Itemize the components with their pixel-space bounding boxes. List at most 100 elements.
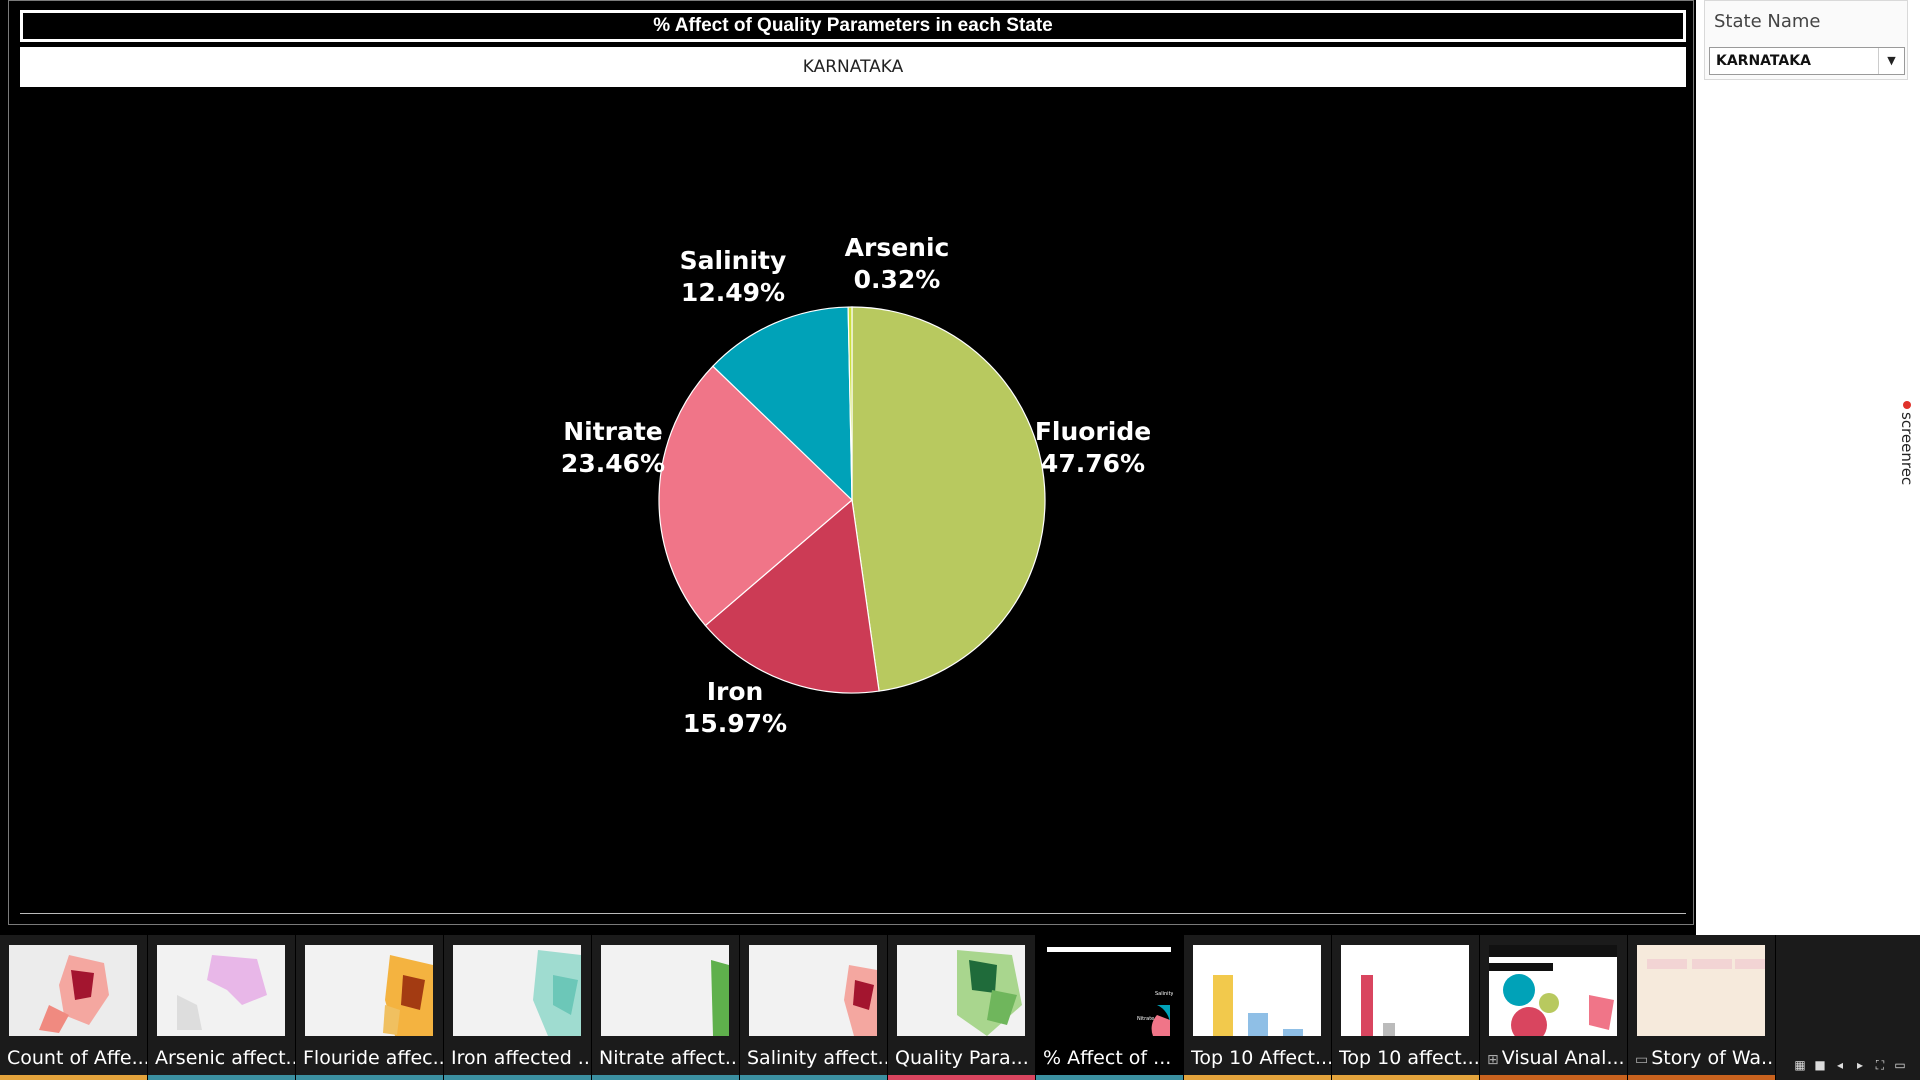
sheet-tab[interactable]: Salinity affect...	[740, 935, 888, 1080]
tab-label: Top 10 affect...	[1339, 1047, 1479, 1069]
tab-color-strip	[1332, 1075, 1479, 1080]
pie-slice-iron[interactable]	[704, 498, 880, 694]
sheet-tab[interactable]: Count of Affe...	[0, 935, 148, 1080]
tab-label-text: Count of Affe...	[7, 1047, 147, 1069]
tab-color-strip	[148, 1075, 295, 1080]
sheet-tab[interactable]: ⊞ Visual Anal...	[1480, 935, 1628, 1080]
state-banner: KARNATAKA	[20, 47, 1686, 87]
tab-thumbnail	[897, 945, 1025, 1036]
tab-label-text: % Affect of ...	[1043, 1047, 1172, 1069]
tab-color-strip	[1184, 1075, 1331, 1080]
watermark-text: screenrec	[1898, 412, 1916, 485]
tab-label-text: Top 10 affect...	[1339, 1047, 1479, 1069]
tab-label: Salinity affect...	[747, 1047, 887, 1069]
slice-label-salinity: Salinity	[680, 246, 787, 275]
slice-value-iron: 15.97%	[683, 709, 787, 738]
tab-thumbnail	[9, 945, 137, 1036]
sheet-title: % Affect of Quality Parameters in each S…	[20, 10, 1686, 42]
tab-color-strip	[444, 1075, 591, 1080]
slice-value-fluoride: 47.76%	[1041, 449, 1145, 478]
tab-thumbnail: Salinity Nitrate	[1045, 945, 1173, 1036]
tab-color-strip	[592, 1075, 739, 1080]
tab-color-strip	[888, 1075, 1035, 1080]
fullscreen-icon[interactable]: ⛶	[1875, 1058, 1885, 1072]
pie-slice-salinity[interactable]	[712, 306, 853, 502]
grid-view-icon[interactable]: ▦	[1794, 1058, 1806, 1072]
pie-slice-fluoride[interactable]	[851, 306, 1046, 692]
tab-label: Nitrate affect...	[599, 1047, 739, 1069]
filter-panel	[1696, 0, 1920, 935]
pie-slice-nitrate[interactable]	[658, 365, 853, 627]
sheet-tab[interactable]: Arsenic affect...	[148, 935, 296, 1080]
tab-label-text: Arsenic affect...	[155, 1047, 295, 1069]
sheet-tab[interactable]: Top 10 affect...	[1332, 935, 1480, 1080]
tab-label-text: Nitrate affect...	[599, 1047, 739, 1069]
slice-value-arsenic: 0.32%	[854, 265, 941, 294]
tab-label-text: Salinity affect...	[747, 1047, 887, 1069]
tab-label-text: Visual Anal...	[1501, 1047, 1625, 1069]
filter-title: State Name	[1714, 11, 1821, 32]
slice-value-nitrate: 23.46%	[561, 449, 665, 478]
sheet-tab[interactable]: Flouride affec...	[296, 935, 444, 1080]
story-icon: ▭	[1635, 1052, 1649, 1068]
next-sheet-icon[interactable]: ▸	[1856, 1058, 1864, 1072]
dropdown-value: KARNATAKA	[1716, 53, 1811, 69]
tab-controls: ▦ ■ ◂ ▸ ⛶ ▭	[1790, 1058, 1920, 1078]
tab-color-strip	[1036, 1075, 1183, 1080]
state-name-filter: State Name KARNATAKA ▼	[1704, 0, 1908, 80]
slice-value-salinity: 12.49%	[681, 278, 785, 307]
tab-thumbnail	[1637, 945, 1765, 1036]
sheet-tab[interactable]: ▭ Story of Wa...	[1628, 935, 1776, 1080]
record-dot-icon	[1903, 401, 1911, 409]
slice-label-fluoride: Fluoride	[1035, 417, 1151, 446]
tab-color-strip	[0, 1075, 147, 1080]
tab-color-strip	[1480, 1075, 1627, 1080]
slice-label-nitrate: Nitrate	[563, 417, 663, 446]
tab-thumbnail	[453, 945, 581, 1036]
tab-thumbnail	[749, 945, 877, 1036]
sheet-tab[interactable]: Salinity Nitrate % Affect of ...	[1036, 935, 1184, 1080]
tab-thumbnail	[305, 945, 433, 1036]
tab-thumbnail	[601, 945, 729, 1036]
screenrec-watermark: screenrec	[1898, 401, 1916, 485]
chevron-down-icon[interactable]: ▼	[1878, 48, 1904, 74]
tab-label: ▭ Story of Wa...	[1635, 1047, 1775, 1069]
tab-thumbnail	[1193, 945, 1321, 1036]
svg-text:Salinity: Salinity	[1155, 991, 1173, 997]
sheet-tabs: Count of Affe... Arsenic affect... Flourid…	[0, 935, 1920, 1080]
slice-label-arsenic: Arsenic	[845, 233, 950, 262]
tab-label-text: Top 10 Affect...	[1191, 1047, 1331, 1069]
tab-label-text: Story of Wa...	[1651, 1047, 1775, 1069]
tab-thumbnail	[157, 945, 285, 1036]
list-view-icon[interactable]: ■	[1814, 1058, 1826, 1072]
tab-label: Quality Para...	[895, 1047, 1035, 1069]
pie-slice-arsenic[interactable]	[847, 306, 853, 501]
slice-label-iron: Iron	[707, 677, 764, 706]
tab-label: Flouride affec...	[303, 1047, 443, 1069]
prev-sheet-icon[interactable]: ◂	[1836, 1058, 1844, 1072]
tab-color-strip	[296, 1075, 443, 1080]
tab-color-strip	[1628, 1075, 1775, 1080]
sheet-divider	[20, 913, 1686, 914]
sheet-tab[interactable]: Top 10 Affect...	[1184, 935, 1332, 1080]
tab-label-text: Quality Para...	[895, 1047, 1029, 1069]
tab-label: ⊞ Visual Anal...	[1487, 1047, 1627, 1069]
state-name-dropdown[interactable]: KARNATAKA ▼	[1709, 47, 1905, 75]
sheet-tab[interactable]: Quality Para...	[888, 935, 1036, 1080]
tab-label-text: Flouride affec...	[303, 1047, 443, 1069]
tab-label: Count of Affe...	[7, 1047, 147, 1069]
sheet-tab[interactable]: Iron affected ...	[444, 935, 592, 1080]
tab-label: Arsenic affect...	[155, 1047, 295, 1069]
sheet-tab[interactable]: Nitrate affect...	[592, 935, 740, 1080]
tab-thumbnail	[1341, 945, 1469, 1036]
tab-label: Top 10 Affect...	[1191, 1047, 1331, 1069]
pie-chart[interactable]: Fluoride 47.76% Iron 15.97% Nitrate 23.46% Sal…	[0, 0, 1690, 930]
tab-label: Iron affected ...	[451, 1047, 591, 1069]
dashboard-icon: ⊞	[1487, 1052, 1499, 1068]
svg-text:Nitrate: Nitrate	[1137, 1016, 1154, 1022]
tab-label: % Affect of ...	[1043, 1047, 1183, 1069]
tab-color-strip	[740, 1075, 887, 1080]
tab-label-text: Iron affected ...	[451, 1047, 591, 1069]
present-icon[interactable]: ▭	[1894, 1058, 1906, 1072]
tab-thumbnail	[1489, 945, 1617, 1036]
